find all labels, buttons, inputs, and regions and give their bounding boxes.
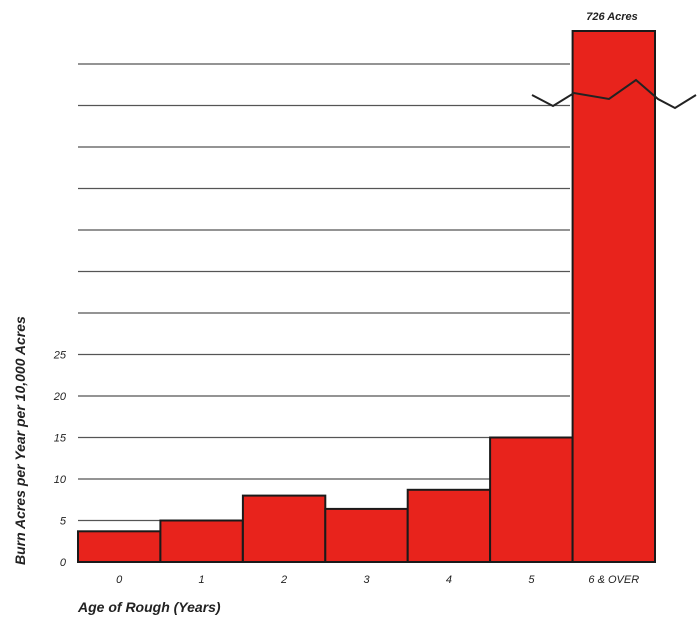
bars	[77, 30, 656, 564]
x-axis-tick-labels: 0 1 2 3 4 5 6 & OVER	[116, 574, 639, 586]
x-tick-label: 0	[116, 574, 123, 586]
y-tick-label: 10	[54, 474, 67, 486]
x-axis-title: Age of Rough (Years)	[77, 599, 221, 615]
y-tick-label: 0	[60, 557, 67, 569]
x-tick-label: 6 & OVER	[588, 574, 639, 586]
bar	[324, 507, 409, 563]
bar	[241, 494, 327, 564]
bar	[159, 519, 244, 563]
grid-lines	[78, 63, 570, 522]
y-axis-title: Burn Acres per Year per 10,000 Acres	[12, 316, 28, 565]
x-tick-label: 5	[528, 574, 535, 586]
x-tick-label: 1	[199, 574, 205, 586]
x-tick-label: 3	[363, 574, 370, 586]
top-bar-value-label: 726 Acres	[586, 11, 638, 23]
y-tick-label: 25	[53, 350, 67, 362]
x-tick-label: 2	[280, 574, 287, 586]
y-tick-label: 5	[60, 516, 67, 528]
bar	[489, 436, 574, 563]
bar	[571, 30, 656, 563]
x-tick-label: 4	[446, 574, 452, 586]
bar	[406, 488, 492, 563]
y-axis-tick-labels: 0 5 10 15 20 25	[53, 350, 67, 570]
axis-break-mark	[531, 78, 697, 110]
y-tick-label: 20	[53, 391, 67, 403]
bar	[77, 530, 162, 563]
y-tick-label: 15	[54, 433, 67, 445]
